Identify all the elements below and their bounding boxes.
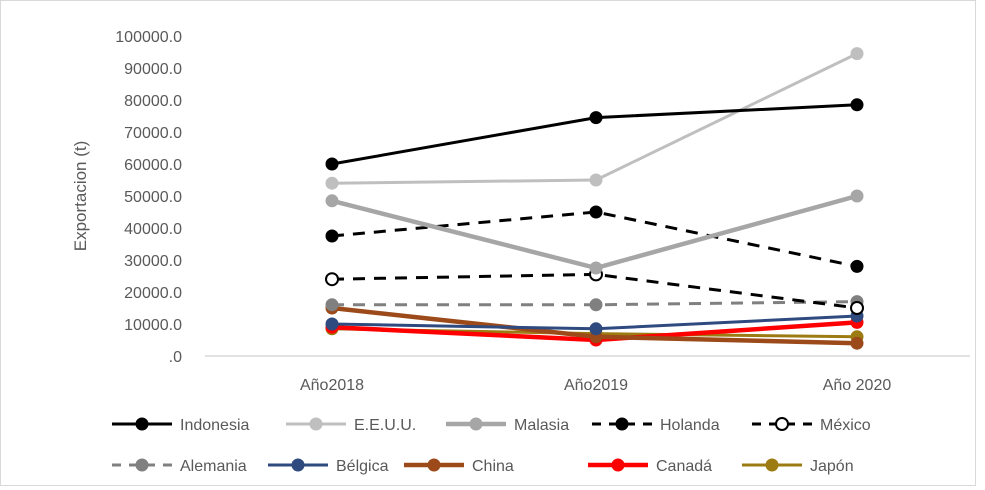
series-3-point-0 [325,229,339,243]
series-2-point-0 [325,194,339,208]
y-axis-label: Exportacion (t) [71,141,90,252]
legend-item-4-marker [775,417,789,431]
legend-item-5: Alemania [112,458,247,475]
legend-item-0: Indonesia [112,417,249,434]
series-4-line [331,272,858,310]
y-tick-label-0: .0 [169,349,182,366]
legend-item-0-marker [135,417,149,431]
y-tick-label-2: 20000.0 [124,285,182,302]
y-tick-label-3: 30000.0 [124,253,182,270]
legend-item-0-label: Indonesia [180,417,249,434]
legend-item-7-marker [427,458,441,472]
legend-item-3-marker [615,417,629,431]
series-group [325,47,864,350]
y-tick-label-7: 70000.0 [124,125,182,142]
legend-item-6-marker [291,458,305,472]
legend-item-2-marker [469,417,483,431]
y-tick-label-9: 90000.0 [124,61,182,78]
y-tick-label-6: 60000.0 [124,157,182,174]
legend-item-8: Canadá [588,458,712,475]
series-5-point-0 [325,298,339,312]
series-6-point-1 [589,322,603,336]
legend-item-3-label: Holanda [660,417,720,434]
series-2 [325,189,864,275]
series-1 [325,47,864,190]
y-tick-label-5: 50000.0 [124,189,182,206]
legend-item-3: Holanda [592,417,720,434]
legend-item-9-marker [765,458,779,472]
x-axis-ticks: Año2018 Año2019 Año 2020 [300,377,891,394]
legend-item-7: China [404,458,514,475]
series-1-point-0 [325,176,339,190]
legend-item-1-label: E.E.U.U. [354,417,416,434]
series-2-point-1 [589,261,603,275]
series-3 [325,205,864,273]
series-0-point-0 [325,157,339,171]
legend-item-8-marker [611,458,625,472]
series-4-point-2 [850,301,864,315]
legend-item-4-label: México [820,417,871,434]
series-0-point-1 [589,111,603,125]
series-3-line [331,210,858,268]
x-tick-label-2: Año 2020 [823,377,892,394]
series-4-point-0 [325,272,339,287]
series-2-point-2 [850,189,864,203]
series-6-point-0 [325,317,339,331]
legend-item-1-marker [309,417,323,431]
x-tick-label-1: Año2019 [564,377,628,394]
y-axis-ticks: .0 10000.0 20000.0 30000.0 40000.0 50000.0 600… [115,29,182,366]
legend-item-9: Japón [742,458,854,475]
legend-item-6: Bélgica [268,458,389,475]
legend-item-2: Malasia [446,417,569,434]
series-7-point-2 [850,336,864,350]
legend: Indonesia E.E.U.U. Malasia Holanda México Ale… [112,417,871,475]
series-6 [325,309,864,336]
y-tick-label-8: 80000.0 [124,93,182,110]
y-tick-label-4: 40000.0 [124,221,182,238]
legend-item-9-label: Japón [810,458,854,475]
legend-item-5-label: Alemania [180,458,247,475]
legend-item-2-label: Malasia [514,417,569,434]
series-0-point-2 [850,98,864,112]
legend-item-4: México [752,417,871,434]
legend-item-5-marker [135,458,149,472]
legend-item-8-label: Canadá [656,458,712,475]
series-0 [325,98,864,171]
y-tick-label-10: 100000.0 [115,29,182,46]
series-3-point-2 [850,259,864,273]
series-3-point-1 [589,205,603,219]
legend-item-1: E.E.U.U. [286,417,416,434]
series-1-point-2 [850,47,864,61]
legend-item-6-label: Bélgica [336,458,389,475]
series-1-point-1 [589,173,603,187]
legend-item-7-label: China [472,458,514,475]
x-tick-label-0: Año2018 [300,377,364,394]
y-tick-label-1: 10000.0 [124,317,182,334]
series-5-point-1 [589,298,603,312]
